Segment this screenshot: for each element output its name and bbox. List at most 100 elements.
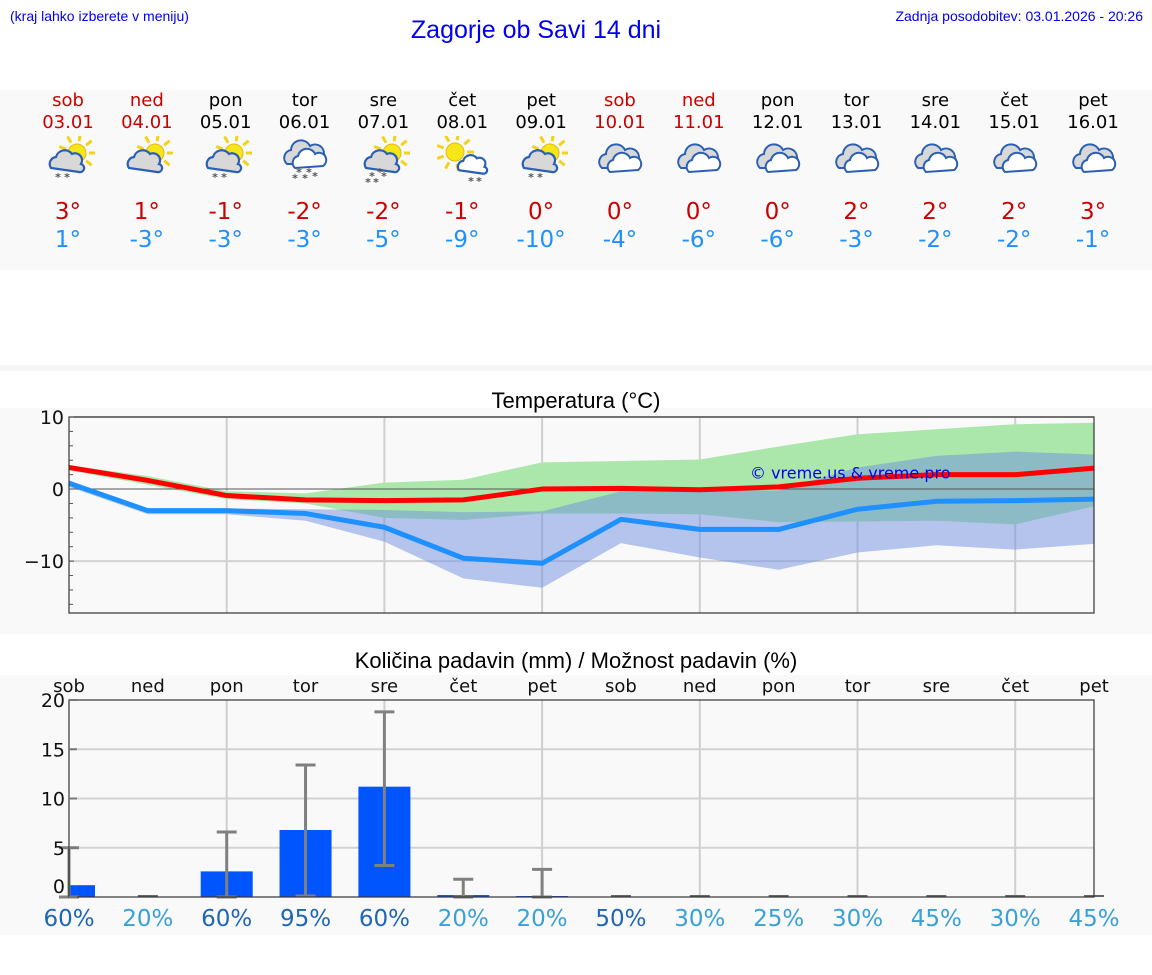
svg-text:čet: čet (449, 676, 477, 697)
menu-hint-link[interactable]: (kraj lahko izberete v meniju) (10, 8, 189, 24)
temp-max: 3° (1079, 199, 1107, 225)
svg-text:pon: pon (210, 676, 244, 697)
temp-min: -9° (445, 227, 480, 253)
svg-text:*: * (373, 176, 379, 188)
precip-probability: 30% (674, 906, 725, 932)
cloudy-icon (835, 143, 880, 174)
day-name: sre (921, 90, 950, 111)
svg-text:*: * (528, 171, 534, 184)
precip-probability: 30% (990, 906, 1041, 932)
day-name: tor (291, 90, 318, 111)
svg-text:0: 0 (53, 876, 65, 898)
temp-chart-title: Temperatura (°C) (491, 388, 661, 413)
day-date: 10.01 (594, 112, 646, 133)
temp-max: 2° (1001, 199, 1028, 225)
temp-max: -2° (287, 199, 322, 225)
day-date: 06.01 (278, 112, 331, 133)
forecast-days-band: sob 03.01 * * 3° 1° ned 04.01 1° -3° pon 05.01 * * -1°… (0, 90, 1152, 270)
day-name: tor (843, 90, 870, 111)
svg-text:ned: ned (131, 676, 165, 697)
precip-bar (69, 885, 95, 897)
partly-sunny-snow-icon: * * (521, 136, 568, 184)
svg-text:*: * (221, 171, 227, 184)
temp-max: 0° (606, 199, 633, 225)
day-name: pet (526, 90, 556, 111)
precipitation-chart: sob ned pon tor sre čet pet sob ned pon tor sre čet p… (41, 676, 1120, 932)
temperature-chart: © vreme.us & vreme.pro 10 0 −10 (24, 407, 1095, 614)
svg-text:tor: tor (293, 676, 319, 697)
svg-text:−10: −10 (24, 551, 64, 573)
svg-text:*: * (212, 171, 218, 184)
svg-text:čet: čet (1001, 676, 1029, 697)
temp-min: -4° (602, 227, 638, 253)
temp-min: -3° (208, 227, 243, 253)
svg-text:*: * (476, 175, 482, 188)
temp-min: -1° (1075, 227, 1111, 253)
day-name: sob (604, 90, 636, 111)
day-date: 13.01 (830, 112, 883, 133)
svg-text:10: 10 (41, 789, 65, 811)
last-update: Zadnja posodobitev: 03.01.2026 - 20:26 (895, 8, 1143, 24)
svg-text:*: * (377, 166, 383, 179)
svg-text:15: 15 (41, 739, 65, 761)
svg-text:*: * (369, 170, 375, 183)
svg-text:pet: pet (1079, 676, 1109, 697)
svg-text:*: * (312, 170, 318, 183)
day-date: 16.01 (1067, 112, 1119, 133)
precip-probability: 45% (1068, 906, 1119, 932)
temp-max: 2° (843, 199, 870, 225)
day-date: 08.01 (436, 112, 489, 133)
svg-text:5: 5 (53, 838, 65, 860)
day-date: 03.01 (42, 112, 94, 133)
temp-min: -6° (760, 227, 795, 253)
day-date: 05.01 (199, 112, 252, 133)
svg-text:sob: sob (605, 676, 637, 697)
temp-max: -1° (208, 199, 243, 225)
temp-min: -5° (366, 227, 401, 253)
temp-max: 1° (133, 199, 160, 225)
day-name: čet (1000, 90, 1029, 111)
day-date: 14.01 (909, 112, 962, 133)
temp-max: 0° (764, 199, 791, 225)
svg-text:20: 20 (41, 690, 65, 712)
day-date: 09.01 (515, 112, 567, 133)
temp-min: 1° (54, 227, 82, 253)
temp-min: -6° (681, 227, 717, 253)
cloudy-icon (1071, 143, 1116, 174)
day-date: 15.01 (988, 112, 1040, 133)
precip-probability: 20% (438, 906, 489, 932)
svg-text:pon: pon (762, 676, 796, 697)
cloudy-icon (598, 143, 643, 174)
day-date: 07.01 (357, 112, 410, 133)
precip-probability: 30% (832, 906, 883, 932)
svg-text:*: * (537, 171, 543, 184)
precip-probability: 60% (359, 906, 410, 932)
day-date: 12.01 (751, 112, 804, 133)
temp-max: 3° (54, 199, 82, 225)
temp-max: -1° (445, 199, 480, 225)
svg-text:*: * (381, 170, 387, 183)
precip-probability: 95% (280, 906, 331, 932)
day-date: 04.01 (121, 112, 173, 133)
cloudy-icon (992, 143, 1037, 174)
svg-text:10: 10 (40, 407, 64, 429)
copyright-annotation: © vreme.us & vreme.pro (750, 463, 951, 482)
cloudy-icon (756, 143, 801, 174)
partly-sunny-snow-icon: * * (48, 136, 95, 184)
precip-probability: 60% (43, 906, 94, 932)
temp-min: -3° (839, 227, 874, 253)
precip-chart-title: Količina padavin (mm) / Možnost padavin … (354, 648, 798, 673)
precip-probability: 45% (911, 906, 962, 932)
svg-text:sre: sre (371, 676, 398, 697)
day-name: pet (1078, 90, 1108, 111)
svg-text:*: * (292, 172, 298, 185)
day-name: sre (369, 90, 398, 111)
temp-min: -3° (287, 227, 322, 253)
svg-text:*: * (302, 172, 308, 185)
day-name: pon (208, 90, 243, 111)
svg-text:*: * (55, 171, 61, 184)
day-name: ned (681, 90, 716, 111)
svg-text:pet: pet (527, 676, 557, 697)
temp-max: 0° (528, 199, 555, 225)
precip-probability: 50% (595, 906, 646, 932)
